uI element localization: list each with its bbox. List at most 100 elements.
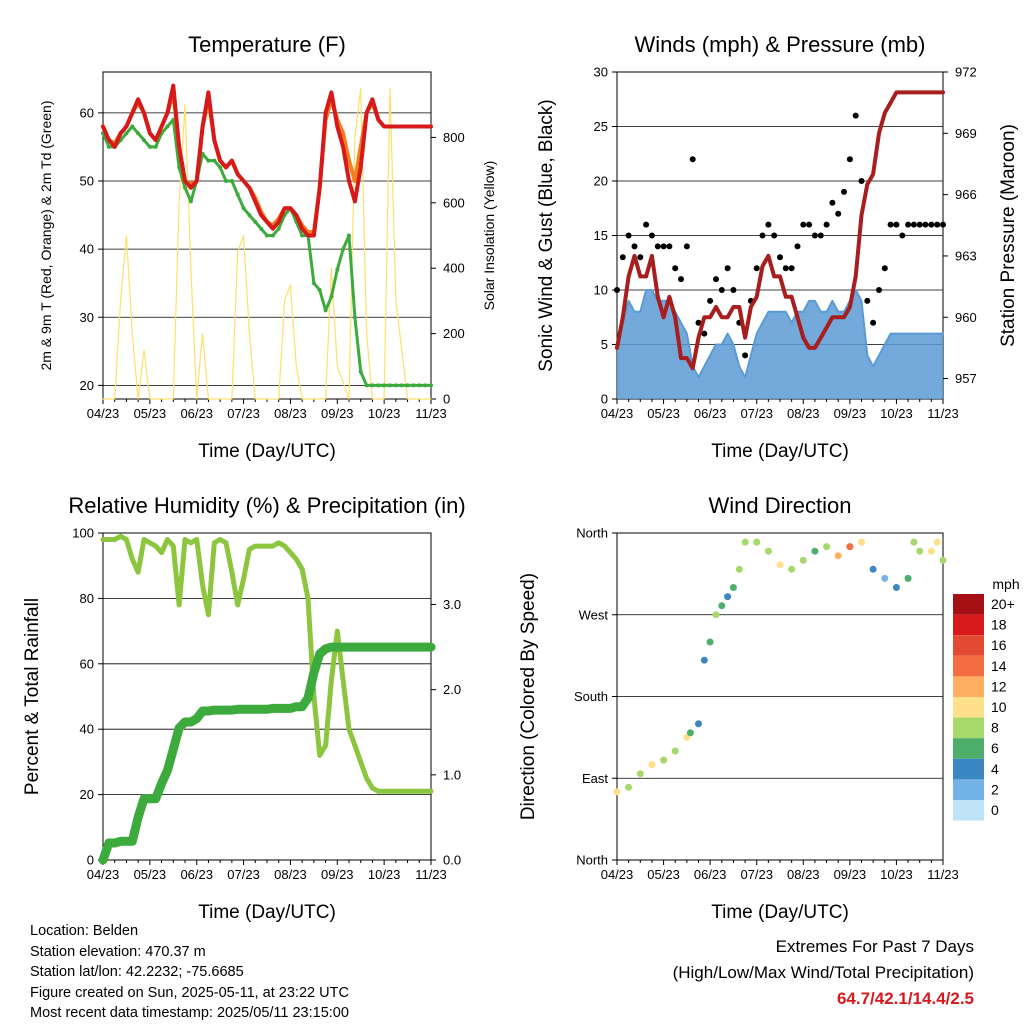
- humidity-ytick-label: 20: [80, 787, 94, 802]
- direction-point: [910, 538, 918, 546]
- direction-point: [939, 556, 947, 564]
- winds-gust-point: [771, 232, 778, 239]
- humidity-xtick-label: 08/23: [274, 867, 307, 882]
- temperature-ytick-label: 30: [80, 310, 94, 325]
- direction-ytick-label: North: [576, 853, 608, 868]
- winds-gust-point: [829, 199, 836, 206]
- winds-gust-point: [637, 254, 644, 261]
- winds-gust-point: [718, 287, 725, 293]
- winds-gust-point: [660, 243, 667, 250]
- direction-point: [846, 543, 854, 551]
- temperature-yaxis-title: 2m & 9m T (Red, Orange) & 2m Td (Green): [38, 101, 54, 371]
- temperature-xtick-label: 08/23: [274, 406, 307, 421]
- direction-point: [834, 552, 842, 560]
- location-text: Location: Belden: [30, 923, 139, 939]
- winds-xaxis-title: Time (Day/UTC): [711, 441, 849, 462]
- winds-ytick-label: 0: [601, 392, 608, 407]
- direction-point: [858, 538, 865, 546]
- temperature-dewpoint-point: [142, 138, 146, 143]
- winds-xtick-label: 10/23: [880, 406, 913, 421]
- winds-xtick-label: 07/23: [740, 406, 773, 421]
- timestamp-text: Most recent data timestamp: 2025/05/11 2…: [30, 1005, 349, 1021]
- temperature-xaxis-title: Time (Day/UTC): [198, 441, 336, 462]
- temperature-dewpoint-point: [347, 233, 351, 238]
- temperature-dewpoint-point: [265, 233, 269, 238]
- direction-point: [700, 656, 708, 664]
- winds-gust-point: [631, 243, 638, 250]
- direction-point: [753, 538, 761, 546]
- direction-xtick-label: 10/23: [880, 867, 913, 882]
- temperature-dewpoint-point: [335, 267, 340, 272]
- winds-ytick-label: 972: [955, 65, 977, 80]
- direction-y-axis: North East South West North Direction (Colore…: [518, 526, 943, 868]
- direction-point: [916, 547, 924, 555]
- winds-gust-point: [922, 221, 929, 228]
- direction-point: [660, 756, 668, 764]
- temperature-dewpoint-point: [300, 233, 305, 238]
- winds-xtick-label: 06/23: [694, 406, 727, 421]
- elevation-text: Station elevation: 470.37 m: [30, 943, 206, 960]
- winds-gust-point: [701, 330, 708, 337]
- direction-xtick-label: 09/23: [834, 867, 867, 882]
- humidity-ytick-label: 60: [80, 656, 94, 671]
- wind-speed-legend: mph 20+ 18 16 14 12 10 8 6 4 2 0: [953, 576, 1020, 821]
- winds-xtick-label: 04/23: [601, 406, 634, 421]
- winds-gust-point: [730, 287, 737, 293]
- winds-gust-point: [800, 221, 807, 228]
- extremes-title: Extremes For Past 7 Days: [775, 937, 974, 956]
- winds-gust-point: [899, 232, 906, 239]
- winds-ytick-label: 966: [955, 187, 977, 202]
- winds-ytick-label: 957: [955, 371, 977, 386]
- temperature-y2-axis: 0 200 400 600 800 Solar Insolation (Yellow): [431, 130, 497, 407]
- humidity-xtick-label: 05/23: [134, 867, 167, 882]
- winds-ytick-label: 963: [955, 248, 977, 263]
- temperature-dewpoint-points: [101, 117, 433, 388]
- legend-swatch: [953, 655, 984, 677]
- temperature-dewpoint-point: [352, 315, 357, 320]
- humidity-ytick-label: 100: [72, 526, 94, 541]
- legend-label: 2: [991, 781, 999, 797]
- humidity-ytick-label: 40: [80, 722, 94, 737]
- direction-point: [718, 602, 726, 610]
- winds-gust-point: [672, 265, 679, 272]
- winds-gust-point: [876, 287, 882, 293]
- temperature-xtick-label: 11/23: [415, 406, 447, 421]
- humidity-plot-border: [102, 532, 432, 861]
- winds-gust-point: [648, 232, 655, 239]
- station-info: Location: Belden Station elevation: 470.…: [30, 921, 349, 1024]
- humidity-ytick-label: 80: [80, 591, 94, 606]
- winds-sonic-wind-area: [617, 290, 943, 399]
- winds-gust-point: [643, 221, 650, 228]
- legend-swatch: [953, 676, 984, 697]
- legend-label: 20+: [991, 596, 1015, 612]
- temperature-y-axis: 20 30 40 50 60 2m & 9m T (Red, Orange) & 2m T…: [38, 101, 431, 393]
- temperature-dewpoint-point: [341, 247, 346, 252]
- winds-gust-point: [940, 221, 946, 228]
- direction-ytick-label: West: [579, 607, 609, 622]
- temperature-dewpoint-point: [224, 179, 228, 183]
- temperature-dewpoint-point: [329, 294, 334, 299]
- winds-gust-point: [823, 221, 830, 228]
- humidity-xtick-label: 07/23: [227, 867, 260, 882]
- temperature-dewpoint-point: [124, 131, 129, 136]
- temperature-ytick-label: 200: [443, 326, 465, 341]
- temperature-xtick-label: 09/23: [321, 406, 354, 421]
- winds-gust-point: [910, 221, 917, 228]
- winds-gust-point: [841, 188, 847, 195]
- temperature-dewpoint-point: [147, 144, 152, 149]
- direction-xtick-label: 11/23: [927, 867, 959, 882]
- direction-point: [671, 747, 679, 755]
- winds-title: Winds (mph) & Pressure (mb): [635, 32, 926, 57]
- winds-gust-points: [614, 112, 946, 359]
- winds-gust-point: [811, 232, 818, 239]
- direction-point: [927, 547, 935, 555]
- legend-swatch: [953, 635, 984, 656]
- temperature-dewpoint-point: [323, 308, 328, 313]
- winds-gust-point: [864, 297, 871, 304]
- direction-point: [724, 593, 732, 601]
- winds-xtick-label: 09/23: [834, 406, 867, 421]
- winds-gust-point: [817, 232, 824, 239]
- temperature-dewpoint-point: [153, 144, 158, 149]
- direction-point: [869, 565, 877, 573]
- humidity-xtick-label: 06/23: [180, 867, 213, 882]
